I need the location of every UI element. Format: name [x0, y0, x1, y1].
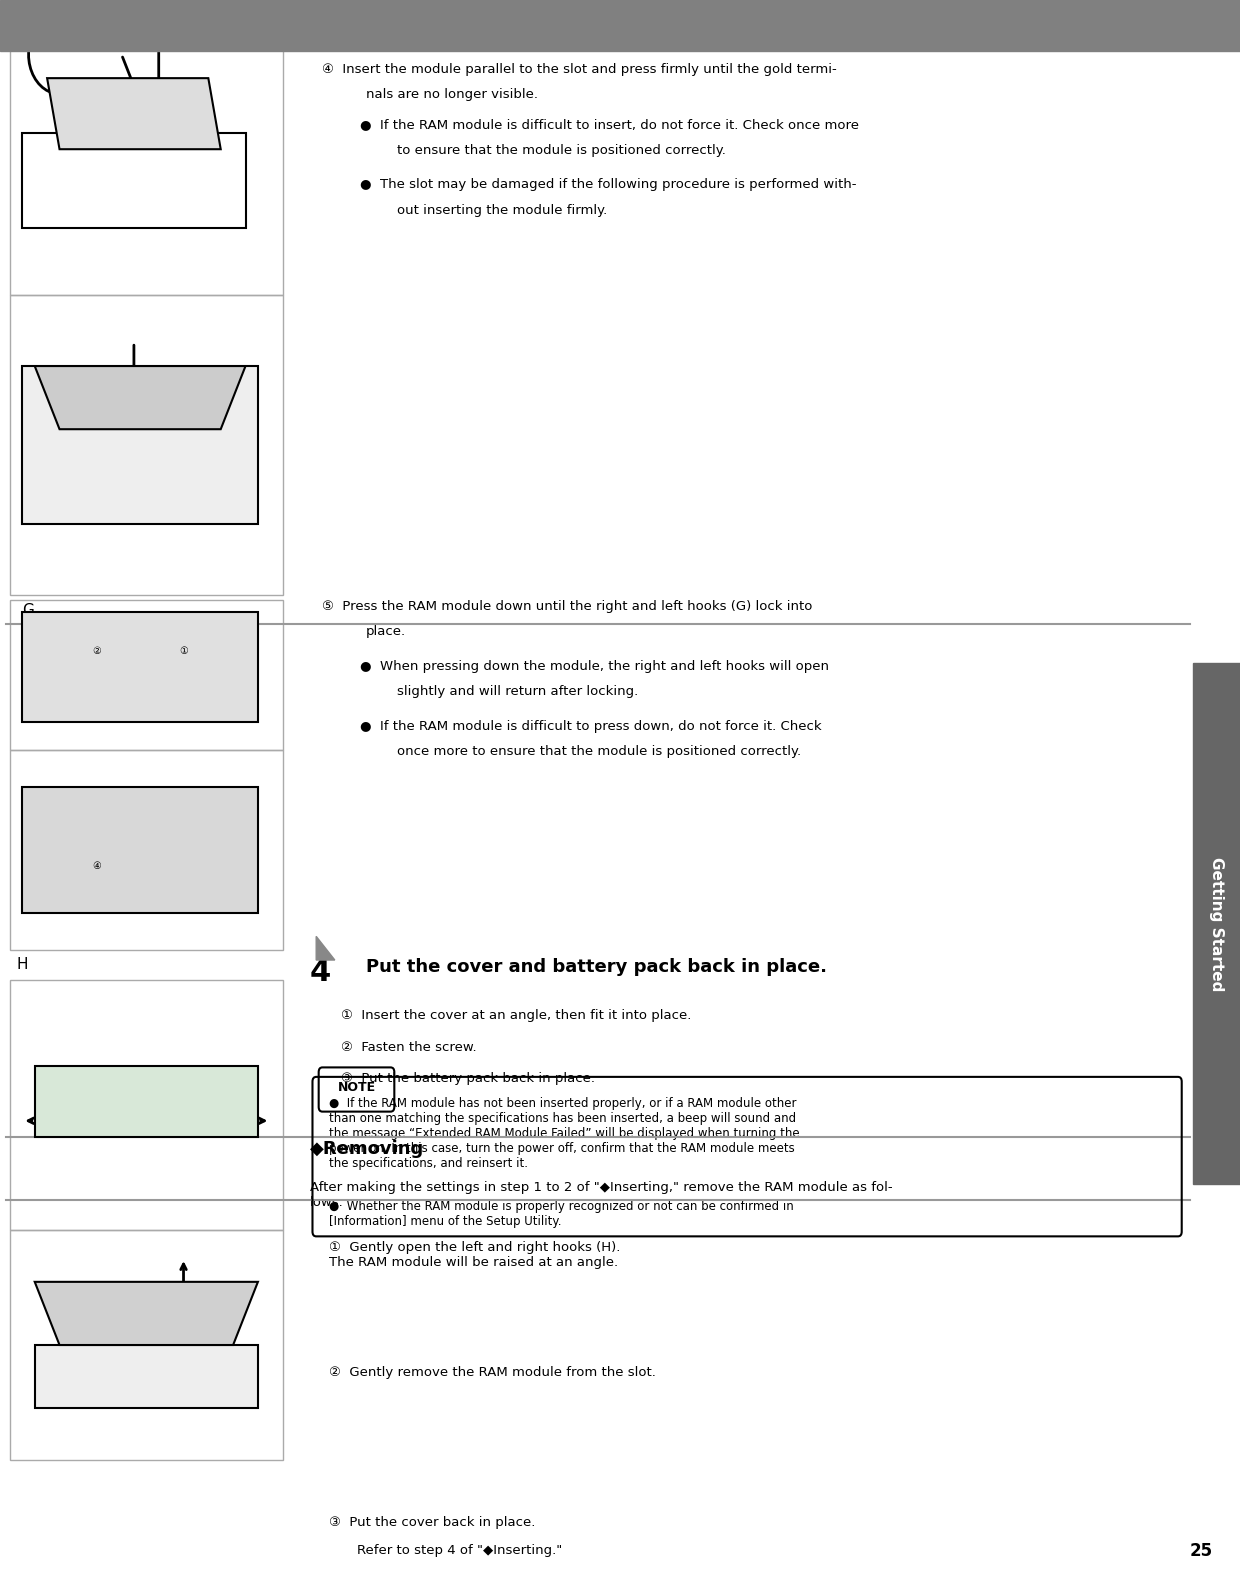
- Text: ●  If the RAM module has not been inserted properly, or if a RAM module other
th: ● If the RAM module has not been inserte…: [329, 1097, 800, 1170]
- Text: G: G: [22, 603, 35, 617]
- Polygon shape: [35, 1345, 258, 1408]
- Text: place.: place.: [366, 625, 405, 638]
- Bar: [0, 0, 1240, 51]
- Text: ①  Insert the cover at an angle, then fit it into place.: ① Insert the cover at an angle, then fit…: [341, 1009, 692, 1022]
- Text: ●  If the RAM module is difficult to insert, do not force it. Check once more: ● If the RAM module is difficult to inse…: [360, 118, 858, 131]
- Polygon shape: [35, 1282, 258, 1345]
- Polygon shape: [47, 77, 221, 148]
- Text: ③  Put the cover back in place.: ③ Put the cover back in place.: [329, 1516, 534, 1528]
- Bar: [10, 600, 283, 750]
- Polygon shape: [35, 1066, 258, 1137]
- Polygon shape: [22, 786, 258, 913]
- Text: ⑤  Press the RAM module down until the right and left hooks (G) lock into: ⑤ Press the RAM module down until the ri…: [322, 600, 812, 613]
- Text: Put the cover and battery pack back in place.: Put the cover and battery pack back in p…: [366, 958, 827, 976]
- Text: once more to ensure that the module is positioned correctly.: once more to ensure that the module is p…: [397, 745, 801, 758]
- Text: 4: 4: [310, 958, 331, 987]
- Text: ④  Insert the module parallel to the slot and press firmly until the gold termi-: ④ Insert the module parallel to the slot…: [322, 63, 837, 76]
- Text: ●  The slot may be damaged if the following procedure is performed with-: ● The slot may be damaged if the followi…: [360, 178, 856, 191]
- Text: ④: ④: [92, 861, 102, 870]
- Polygon shape: [35, 366, 246, 429]
- Text: ◆Removing: ◆Removing: [310, 1140, 424, 1157]
- Text: After making the settings in step 1 to 2 of "◆Inserting," remove the RAM module : After making the settings in step 1 to 2…: [310, 1181, 893, 1210]
- Bar: [10, 981, 283, 1230]
- Text: nals are no longer visible.: nals are no longer visible.: [366, 88, 538, 101]
- Text: Refer to step 4 of "◆Inserting.": Refer to step 4 of "◆Inserting.": [357, 1544, 563, 1557]
- Polygon shape: [22, 366, 258, 524]
- Bar: [10, 295, 283, 595]
- Text: ②: ②: [92, 646, 102, 657]
- Text: ●  When pressing down the module, the right and left hooks will open: ● When pressing down the module, the rig…: [360, 660, 828, 673]
- Polygon shape: [22, 611, 258, 722]
- Bar: [10, 35, 283, 295]
- Text: to ensure that the module is positioned correctly.: to ensure that the module is positioned …: [397, 144, 725, 156]
- Text: ③  Put the battery pack back in place.: ③ Put the battery pack back in place.: [341, 1072, 595, 1085]
- Text: slightly and will return after locking.: slightly and will return after locking.: [397, 685, 639, 698]
- Text: 25: 25: [1189, 1543, 1213, 1560]
- Bar: [10, 750, 283, 951]
- Text: ②  Gently remove the RAM module from the slot.: ② Gently remove the RAM module from the …: [329, 1366, 656, 1378]
- Text: ●  If the RAM module is difficult to press down, do not force it. Check: ● If the RAM module is difficult to pres…: [360, 720, 821, 733]
- Bar: [1193, 663, 1240, 1184]
- Polygon shape: [316, 936, 335, 960]
- Text: ①  Gently open the left and right hooks (H).
The RAM module will be raised at an: ① Gently open the left and right hooks (…: [329, 1241, 620, 1270]
- Text: Getting Started: Getting Started: [1209, 856, 1224, 992]
- FancyArrowPatch shape: [123, 57, 157, 144]
- Text: ①: ①: [179, 646, 188, 657]
- Text: out inserting the module firmly.: out inserting the module firmly.: [397, 204, 608, 216]
- Bar: [10, 1230, 283, 1461]
- Text: ●  Whether the RAM module is properly recognized or not can be confirmed in
[Inf: ● Whether the RAM module is properly rec…: [329, 1200, 794, 1228]
- Text: ②  Fasten the screw.: ② Fasten the screw.: [341, 1041, 476, 1053]
- Text: H: H: [16, 957, 27, 973]
- Text: NOTE: NOTE: [337, 1082, 376, 1094]
